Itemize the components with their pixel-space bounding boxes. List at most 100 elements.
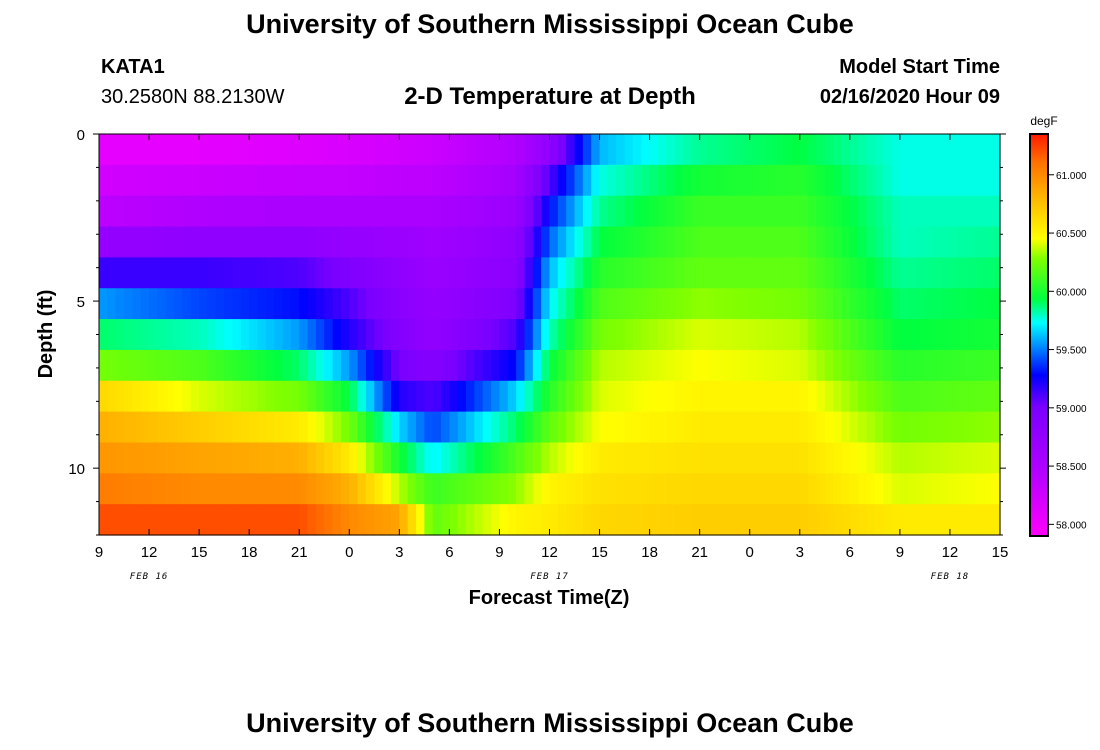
date-label: FEB 16 bbox=[130, 572, 169, 582]
heatmap-cell bbox=[249, 442, 259, 474]
heatmap-cell bbox=[724, 504, 734, 536]
heatmap-cell bbox=[708, 380, 717, 413]
heatmap-cell bbox=[215, 288, 225, 320]
heatmap-cell bbox=[340, 473, 350, 505]
heatmap-cell bbox=[774, 319, 784, 351]
heatmap-cell bbox=[758, 226, 767, 258]
heatmap-cell bbox=[491, 195, 501, 228]
heatmap-cell bbox=[716, 226, 726, 258]
heatmap-cell bbox=[157, 257, 167, 289]
heatmap-cell bbox=[199, 319, 209, 351]
heatmap-cell bbox=[708, 257, 717, 289]
heatmap-cell bbox=[424, 473, 434, 505]
heatmap-cell bbox=[816, 349, 826, 382]
heatmap-cell bbox=[582, 473, 592, 505]
heatmap-cell bbox=[491, 442, 501, 474]
heatmap-cell bbox=[557, 319, 567, 351]
heatmap-cell bbox=[232, 349, 242, 382]
heatmap-cell bbox=[974, 195, 984, 228]
heatmap-cell bbox=[849, 473, 859, 505]
heatmap-cell bbox=[449, 411, 459, 444]
heatmap-cell bbox=[674, 257, 684, 289]
heatmap-cell bbox=[382, 504, 392, 536]
heatmap-cell bbox=[883, 226, 893, 258]
heatmap-cell bbox=[624, 319, 634, 351]
heatmap-cell bbox=[566, 349, 576, 382]
heatmap-cell bbox=[324, 195, 334, 228]
heatmap-cell bbox=[365, 380, 375, 413]
heatmap-cell bbox=[899, 134, 909, 166]
heatmap-cell bbox=[441, 411, 450, 444]
heatmap-cell bbox=[132, 195, 142, 228]
heatmap-cell bbox=[966, 473, 976, 505]
heatmap-cell bbox=[566, 134, 576, 166]
heatmap-cell bbox=[924, 164, 934, 197]
heatmap-cell bbox=[582, 257, 592, 289]
heatmap-cell bbox=[549, 380, 559, 413]
heatmap-cell bbox=[666, 504, 676, 536]
heatmap-cell bbox=[691, 319, 701, 351]
heatmap-cell bbox=[674, 164, 684, 197]
heatmap-cell bbox=[958, 504, 968, 536]
heatmap-cell bbox=[933, 226, 943, 258]
x-tick-label: 6 bbox=[846, 544, 854, 561]
heatmap-cell bbox=[399, 319, 409, 351]
heatmap-cell bbox=[808, 319, 818, 351]
heatmap-cell bbox=[182, 442, 192, 474]
heatmap-cell bbox=[916, 134, 926, 166]
heatmap-cell bbox=[449, 349, 459, 382]
heatmap-cell bbox=[249, 380, 259, 413]
heatmap-cell bbox=[749, 226, 759, 258]
heatmap-cell bbox=[983, 134, 993, 166]
heatmap-cell bbox=[182, 134, 192, 166]
heatmap-cell bbox=[841, 504, 851, 536]
heatmap-cell bbox=[365, 288, 375, 320]
heatmap-cell bbox=[416, 257, 425, 289]
heatmap-cell bbox=[566, 411, 576, 444]
heatmap-cell bbox=[582, 411, 592, 444]
heatmap-cell bbox=[991, 226, 1001, 258]
heatmap-cell bbox=[257, 380, 267, 413]
heatmap-cell bbox=[365, 134, 375, 166]
heatmap-cell bbox=[816, 442, 826, 474]
heatmap-cell bbox=[382, 380, 392, 413]
heatmap-cell bbox=[916, 257, 926, 289]
heatmap-cell bbox=[432, 257, 442, 289]
heatmap-cell bbox=[516, 319, 526, 351]
heatmap-cell bbox=[424, 257, 434, 289]
x-tick-label: 9 bbox=[95, 544, 103, 561]
heatmap-cell bbox=[441, 504, 450, 536]
heatmap-cell bbox=[165, 380, 175, 413]
heatmap-cell bbox=[399, 164, 409, 197]
heatmap-cell bbox=[307, 349, 317, 382]
heatmap-cell bbox=[599, 134, 609, 166]
heatmap-cell bbox=[733, 473, 742, 505]
heatmap-cell bbox=[390, 257, 400, 289]
heatmap-cell bbox=[157, 473, 167, 505]
heatmap-cell bbox=[474, 442, 484, 474]
heatmap-cell bbox=[991, 319, 1001, 351]
heatmap-cell bbox=[441, 288, 450, 320]
heatmap-cell bbox=[499, 411, 509, 444]
heatmap-cell bbox=[983, 442, 993, 474]
heatmap-cell bbox=[407, 164, 417, 197]
heatmap-cell bbox=[340, 164, 350, 197]
heatmap-cell bbox=[866, 319, 876, 351]
heatmap-cell bbox=[691, 442, 701, 474]
heatmap-cell bbox=[691, 504, 701, 536]
heatmap-cell bbox=[566, 226, 576, 258]
heatmap-cell bbox=[299, 134, 309, 166]
heatmap-cell bbox=[682, 134, 692, 166]
heatmap-cell bbox=[949, 226, 959, 258]
heatmap-cell bbox=[666, 319, 676, 351]
colorbar-ticks: 61.000 60.500 60.000 59.500 59.000 58.500 58.0… bbox=[1048, 171, 1087, 531]
heatmap-cell bbox=[549, 442, 559, 474]
heatmap-cell bbox=[908, 349, 918, 382]
heatmap-cell bbox=[299, 164, 309, 197]
heatmap-cell bbox=[474, 411, 484, 444]
heatmap-cell bbox=[716, 134, 726, 166]
heatmap-cell bbox=[824, 349, 834, 382]
heatmap-cell bbox=[908, 504, 918, 536]
heatmap-cell bbox=[232, 411, 242, 444]
